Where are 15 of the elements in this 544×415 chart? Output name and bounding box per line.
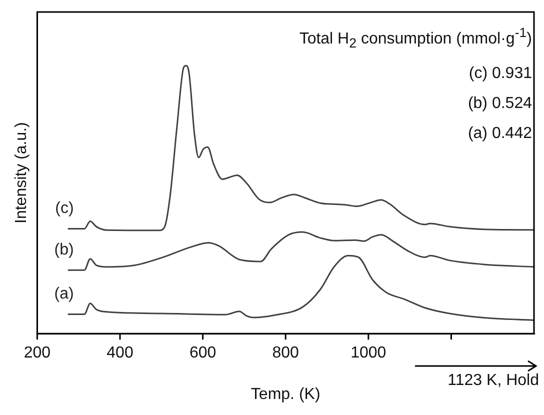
x-tick-label: 400 xyxy=(106,344,134,362)
annotation: (b) 0.524 xyxy=(466,94,532,114)
text: Total H$_{2}$ consumption (mmol·g$^{-1}$) xyxy=(299,24,532,53)
x-tick-label: 1000 xyxy=(350,344,386,362)
series-label: (c) xyxy=(55,200,74,218)
annotation: (a) 0.442 xyxy=(466,124,532,144)
annotation: (c) 0.931 xyxy=(468,64,532,84)
y-axis-title: Intensity (a.u.) xyxy=(13,122,30,224)
x-axis-title: Temp. (K) xyxy=(250,386,320,403)
x-tick-label: 800 xyxy=(272,344,300,362)
series-label: (a) xyxy=(54,286,74,303)
x-tick-label: 600 xyxy=(189,344,216,362)
series-label: (b) xyxy=(54,241,74,258)
x-tick-label: 200 xyxy=(24,344,51,362)
text: 1123 K, Hold xyxy=(448,372,539,390)
